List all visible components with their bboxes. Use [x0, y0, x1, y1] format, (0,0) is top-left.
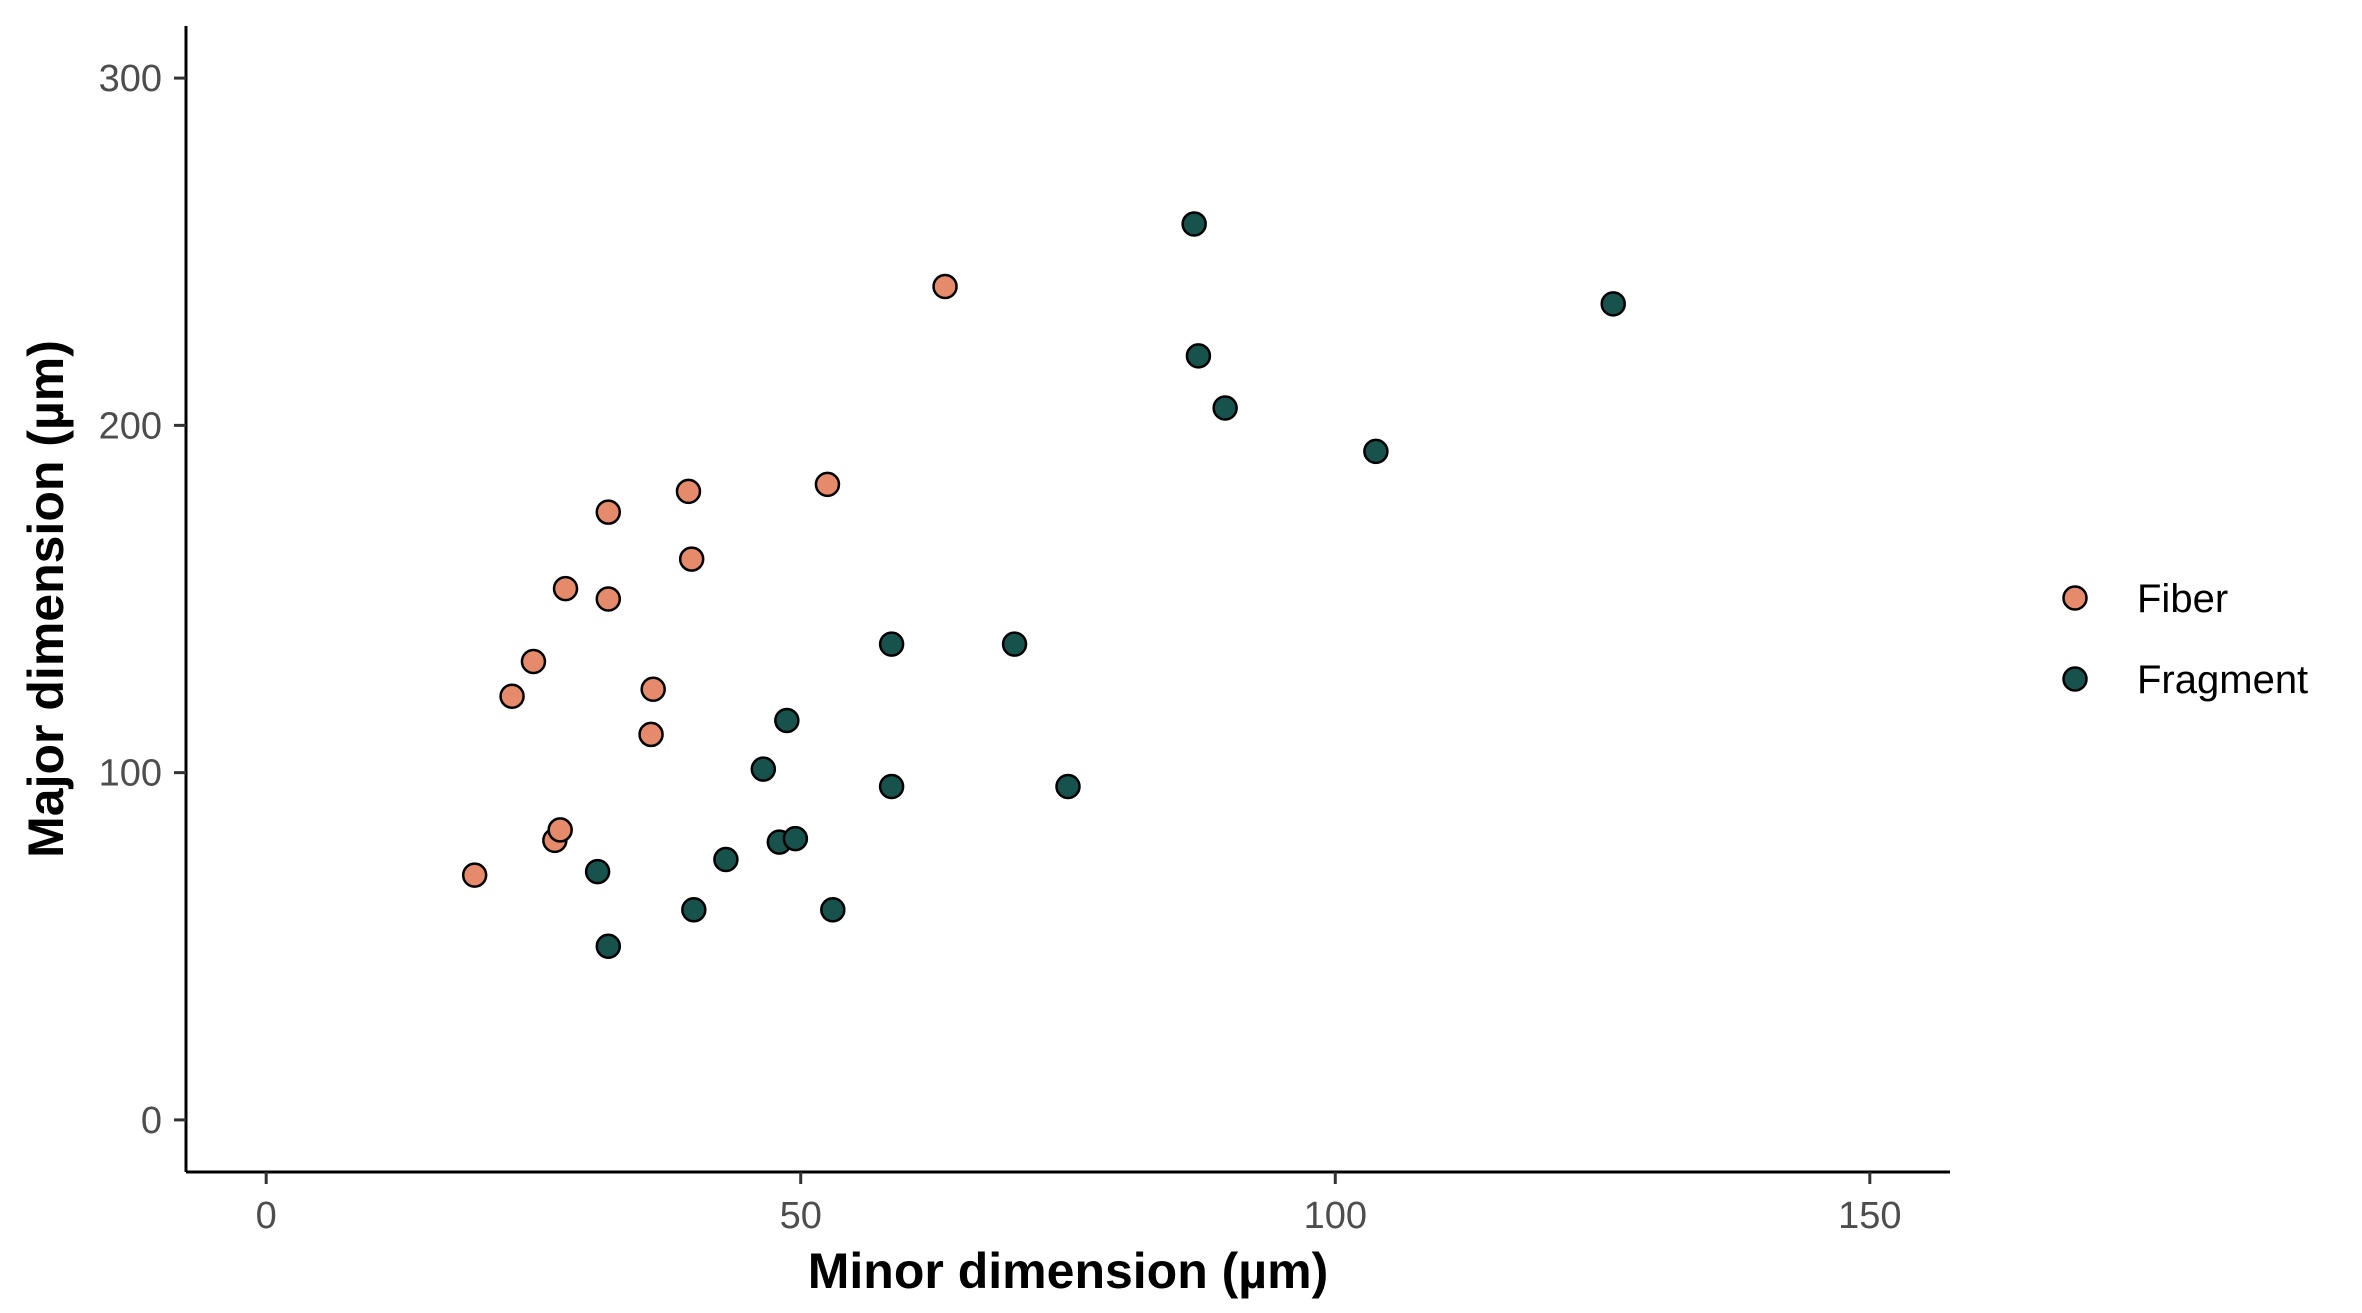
- data-point-fiber: [932, 273, 958, 300]
- data-point-fiber: [638, 721, 664, 748]
- data-point-fragment: [713, 846, 739, 873]
- data-point-fragment: [1363, 438, 1389, 465]
- data-point-fiber: [595, 586, 622, 612]
- x-tick-label: 50: [780, 1195, 822, 1237]
- y-axis: 0 100 200 300: [99, 26, 188, 1172]
- legend-key-fragment: [2062, 666, 2088, 692]
- x-tick-label: 150: [1838, 1195, 1901, 1237]
- data-point-fiber: [675, 478, 702, 505]
- data-point-fragment: [1055, 773, 1081, 800]
- y-tick-label: 200: [99, 405, 162, 447]
- legend-label-fragment: Fragment: [2137, 658, 2308, 702]
- data-point-fragment: [681, 897, 707, 923]
- series-fragment: [584, 211, 1626, 960]
- y-tick-label: 100: [99, 753, 162, 795]
- data-point-fragment: [820, 897, 846, 923]
- series-fiber: [461, 273, 958, 888]
- data-point-fragment: [595, 933, 622, 960]
- y-tick-label: 300: [99, 58, 162, 100]
- legend-key-fiber: [2062, 585, 2088, 611]
- x-tick-label: 0: [256, 1195, 277, 1237]
- data-point-fragment: [1185, 343, 1212, 369]
- legend-label-fiber: Fiber: [2137, 577, 2228, 621]
- data-point-fragment: [878, 631, 905, 657]
- x-axis-title: Minor dimension (µm): [808, 1243, 1328, 1299]
- data-point-fragment: [878, 773, 905, 800]
- data-point-fiber: [814, 471, 841, 498]
- data-point-fiber: [461, 862, 488, 888]
- x-tick-label: 100: [1304, 1195, 1367, 1237]
- data-point-fragment: [774, 707, 800, 734]
- data-point-fragment: [782, 825, 809, 852]
- data-point-fiber: [678, 546, 705, 572]
- y-tick-label: 0: [141, 1100, 162, 1142]
- data-point-fiber: [499, 683, 525, 709]
- data-points: [461, 211, 1626, 960]
- data-point-fiber: [547, 817, 573, 843]
- data-point-fragment: [1001, 631, 1028, 657]
- data-point-fiber: [595, 499, 622, 525]
- data-point-fragment: [584, 858, 611, 885]
- data-point-fragment: [1600, 291, 1626, 317]
- x-axis: 0 50 100 150: [186, 1170, 1950, 1237]
- data-point-fiber: [552, 575, 579, 602]
- data-point-fragment: [1181, 211, 1207, 237]
- data-point-fragment: [750, 756, 777, 782]
- data-point-fiber: [640, 676, 666, 703]
- data-point-fiber: [520, 648, 547, 675]
- data-point-fragment: [1212, 395, 1238, 421]
- y-axis-title: Major dimension (µm): [18, 340, 74, 858]
- legend: Fiber Fragment: [2062, 577, 2308, 702]
